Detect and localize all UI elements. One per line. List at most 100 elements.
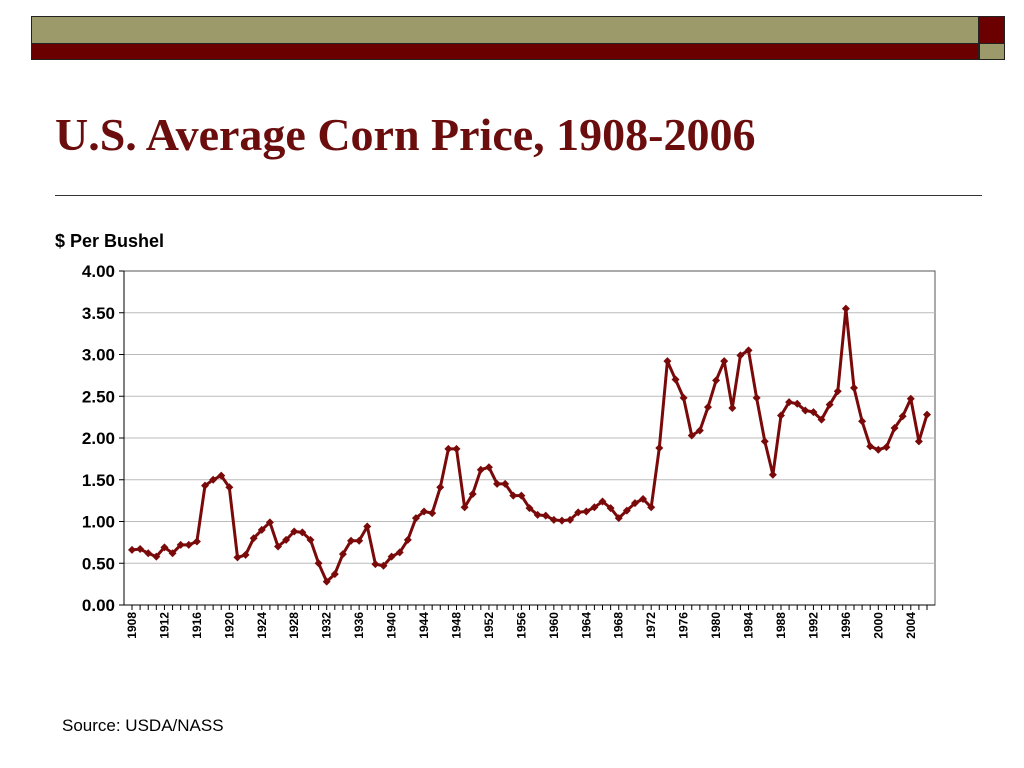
data-point — [825, 400, 834, 409]
data-point — [614, 514, 623, 523]
data-point — [201, 481, 210, 490]
data-point — [314, 559, 323, 568]
data-point — [890, 423, 899, 432]
data-point — [460, 503, 469, 512]
header-olive-square — [979, 43, 1005, 60]
data-point — [598, 497, 607, 506]
data-point — [136, 545, 145, 554]
data-point — [557, 516, 566, 525]
data-point — [622, 506, 631, 515]
x-tick-label: 1988 — [774, 612, 788, 639]
x-tick-label: 1920 — [222, 612, 236, 639]
data-point — [257, 525, 266, 534]
x-tick-label: 1940 — [385, 612, 399, 639]
data-point — [363, 522, 372, 531]
x-tick-label: 1976 — [677, 612, 691, 639]
data-point — [347, 536, 356, 545]
y-tick-label: 0.00 — [82, 596, 115, 615]
data-point — [712, 376, 721, 385]
x-tick-label: 1972 — [644, 612, 658, 639]
data-point — [233, 553, 242, 562]
data-point — [274, 542, 283, 551]
data-point — [809, 408, 818, 417]
data-point — [906, 394, 915, 403]
data-point — [874, 445, 883, 454]
data-point — [866, 442, 875, 451]
x-tick-label: 1984 — [742, 612, 756, 639]
data-point — [882, 443, 891, 452]
data-point — [395, 548, 404, 557]
data-point — [582, 507, 591, 516]
y-tick-label: 0.50 — [82, 554, 115, 573]
title-divider — [55, 195, 982, 196]
data-point — [655, 444, 664, 453]
data-point — [501, 479, 510, 488]
data-point — [566, 515, 575, 524]
y-tick-label: 3.50 — [82, 304, 115, 323]
data-point — [630, 499, 639, 508]
data-point — [217, 471, 226, 480]
x-tick-label: 1944 — [417, 612, 431, 639]
data-point — [833, 387, 842, 396]
data-point — [476, 465, 485, 474]
data-point — [265, 518, 274, 527]
x-tick-label: 1960 — [547, 612, 561, 639]
data-point — [225, 483, 234, 492]
data-point — [606, 504, 615, 513]
data-point — [639, 494, 648, 503]
x-tick-label: 1912 — [157, 612, 171, 639]
data-point — [298, 528, 307, 537]
data-point — [444, 444, 453, 453]
data-point — [209, 475, 218, 484]
y-tick-label: 3.00 — [82, 346, 115, 365]
x-tick-label: 1936 — [352, 612, 366, 639]
data-point — [306, 535, 315, 544]
data-point — [290, 527, 299, 536]
data-point — [403, 535, 412, 544]
data-point — [671, 375, 680, 384]
data-point — [695, 426, 704, 435]
slide-title: U.S. Average Corn Price, 1908-2006 — [55, 109, 756, 160]
data-point — [574, 508, 583, 517]
data-point — [517, 491, 526, 500]
data-point — [736, 351, 745, 360]
data-point — [452, 444, 461, 453]
x-tick-label: 2004 — [904, 612, 918, 639]
data-point — [411, 514, 420, 523]
data-point — [525, 504, 534, 513]
data-point — [647, 503, 656, 512]
data-point — [436, 483, 445, 492]
data-point — [192, 537, 201, 546]
data-point — [760, 437, 769, 446]
data-point — [549, 515, 558, 524]
x-tick-label: 1996 — [839, 612, 853, 639]
x-tick-label: 1956 — [514, 612, 528, 639]
data-point — [541, 511, 550, 520]
data-point — [744, 346, 753, 355]
y-tick-label: 1.00 — [82, 513, 115, 532]
data-point — [249, 534, 258, 543]
source-note: Source: USDA/NASS — [62, 716, 224, 735]
x-tick-label: 1980 — [709, 612, 723, 639]
data-point — [898, 412, 907, 421]
x-tick-label: 1924 — [255, 612, 269, 639]
x-tick-label: 1932 — [320, 612, 334, 639]
data-point — [776, 411, 785, 420]
data-point — [484, 463, 493, 472]
y-tick-label: 4.00 — [82, 262, 115, 281]
data-point — [338, 550, 347, 559]
data-point — [679, 393, 688, 402]
y-tick-label: 2.00 — [82, 429, 115, 448]
data-point — [428, 509, 437, 518]
x-tick-label: 1908 — [125, 612, 139, 639]
data-point — [849, 383, 858, 392]
data-point — [533, 510, 542, 519]
data-point — [468, 489, 477, 498]
data-point — [923, 410, 931, 419]
data-point — [387, 552, 396, 561]
x-tick-label: 1992 — [806, 612, 820, 639]
data-point — [728, 403, 737, 412]
data-point — [785, 398, 794, 407]
data-point — [841, 304, 850, 313]
